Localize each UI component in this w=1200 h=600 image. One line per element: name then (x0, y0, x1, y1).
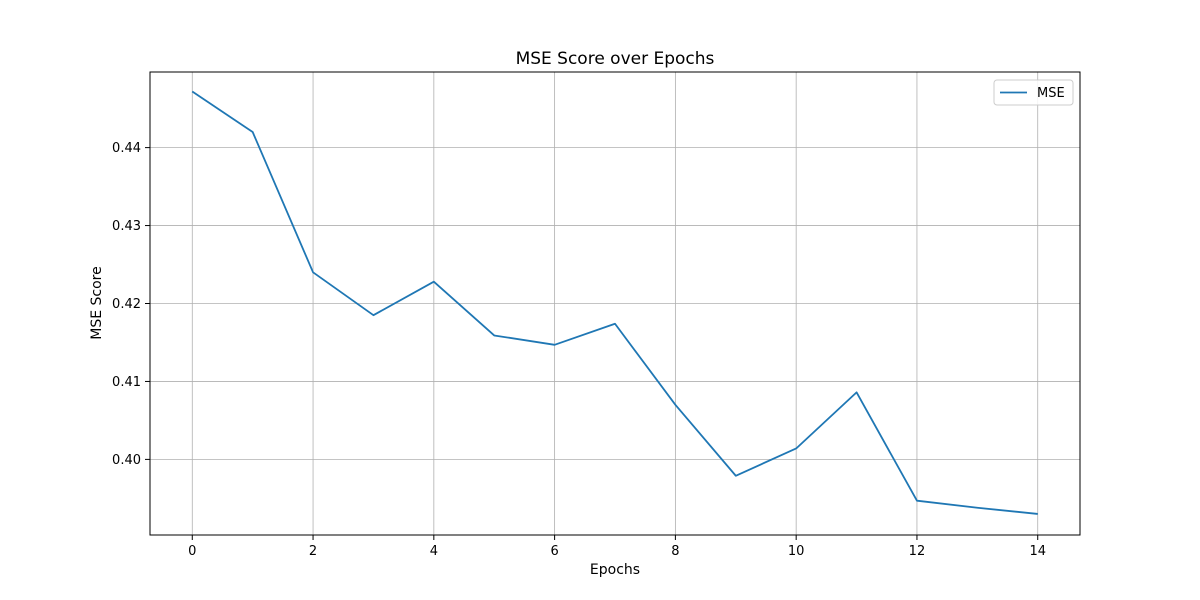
y-tick-label: 0.43 (112, 219, 141, 234)
legend: MSE (993, 79, 1074, 106)
x-tick-label: 10 (788, 544, 805, 559)
y-tick-label: 0.41 (112, 375, 141, 390)
grid-lines (150, 72, 1080, 535)
x-axis-label: Epochs (590, 562, 640, 578)
x-tick-label: 14 (1029, 544, 1046, 559)
legend-box (993, 79, 1074, 106)
y-tick-label: 0.40 (112, 453, 141, 468)
x-tick-label: 2 (309, 544, 317, 559)
y-axis-label: MSE Score (89, 266, 105, 339)
y-tick-label: 0.42 (112, 297, 141, 312)
x-tick-label: 8 (671, 544, 679, 559)
y-tick-label: 0.44 (112, 141, 141, 156)
chart-title: MSE Score over Epochs (516, 49, 715, 69)
x-tick-label: 6 (550, 544, 558, 559)
x-tick-label: 4 (430, 544, 438, 559)
legend-label: MSE (1037, 86, 1065, 101)
series-line-mse (191, 90, 1038, 515)
x-tick-label: 0 (188, 544, 196, 559)
series-layer (191, 90, 1038, 515)
x-tick-label: 12 (909, 544, 926, 559)
axes: 0 2 4 6 8 10 12 14 0.40 0.41 0.42 0.43 0.44 (112, 71, 1081, 559)
